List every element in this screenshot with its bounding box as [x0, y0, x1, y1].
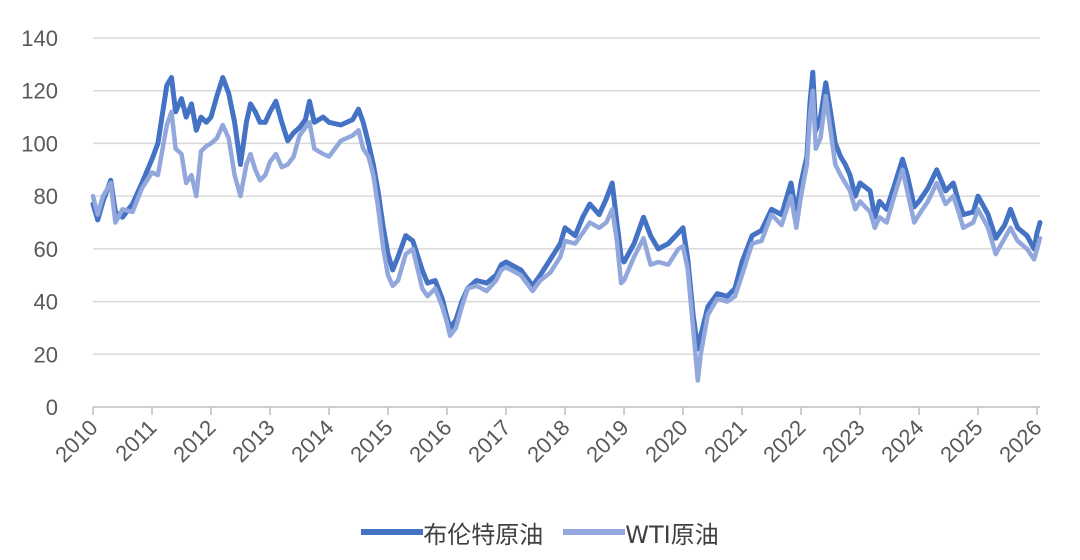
y-tick-label: 80 — [34, 184, 58, 209]
x-tick-label: 2016 — [404, 415, 456, 467]
x-tick-label: 2024 — [876, 415, 928, 467]
x-tick-label: 2022 — [758, 415, 810, 467]
x-tick-label: 2017 — [463, 415, 515, 467]
y-tick-label: 100 — [21, 131, 58, 156]
y-tick-label: 140 — [21, 26, 58, 51]
x-tick-label: 2012 — [168, 415, 220, 467]
gridlines — [93, 37, 1040, 356]
axes — [92, 406, 1040, 415]
legend: 布伦特原油 WTI原油 — [0, 512, 1080, 552]
x-tick-label: 2014 — [286, 415, 338, 467]
legend-item-wti: WTI原油 — [563, 515, 719, 550]
x-tick-label: 2020 — [640, 415, 692, 467]
y-tick-label: 120 — [21, 79, 58, 104]
x-tick-label: 2019 — [581, 415, 633, 467]
x-tick-label: 2011 — [110, 415, 161, 466]
y-tick-label: 40 — [34, 290, 58, 315]
legend-label-wti: WTI原油 — [625, 520, 719, 549]
x-tick-labels: 2010 2011 2012 2013 2014 2015 2016 2017 2018 2019… — [50, 415, 1046, 467]
legend-swatch-brent — [361, 529, 424, 535]
series-line-brent — [90, 69, 1043, 352]
x-tick-label: 2026 — [994, 415, 1046, 467]
y-tick-label: 60 — [34, 237, 58, 262]
plot-area — [90, 69, 1043, 383]
y-tick-labels: 0 20 40 60 80 100 120 140 — [21, 26, 58, 420]
legend-label-brent: 布伦特原油 — [423, 520, 544, 549]
x-tick-label: 2010 — [50, 415, 102, 467]
x-tick-label: 2023 — [817, 415, 869, 467]
series-line-wti — [90, 88, 1043, 383]
legend-item-brent: 布伦特原油 — [361, 515, 543, 550]
y-tick-label: 20 — [34, 342, 58, 367]
x-tick-label: 2025 — [935, 415, 987, 467]
x-tick-label: 2018 — [522, 415, 574, 467]
x-tick-label: 2013 — [227, 415, 279, 467]
x-tick-label: 2021 — [699, 415, 751, 467]
y-tick-label: 0 — [46, 395, 58, 420]
legend-swatch-wti — [563, 529, 626, 535]
x-tick-label: 2015 — [345, 415, 397, 467]
